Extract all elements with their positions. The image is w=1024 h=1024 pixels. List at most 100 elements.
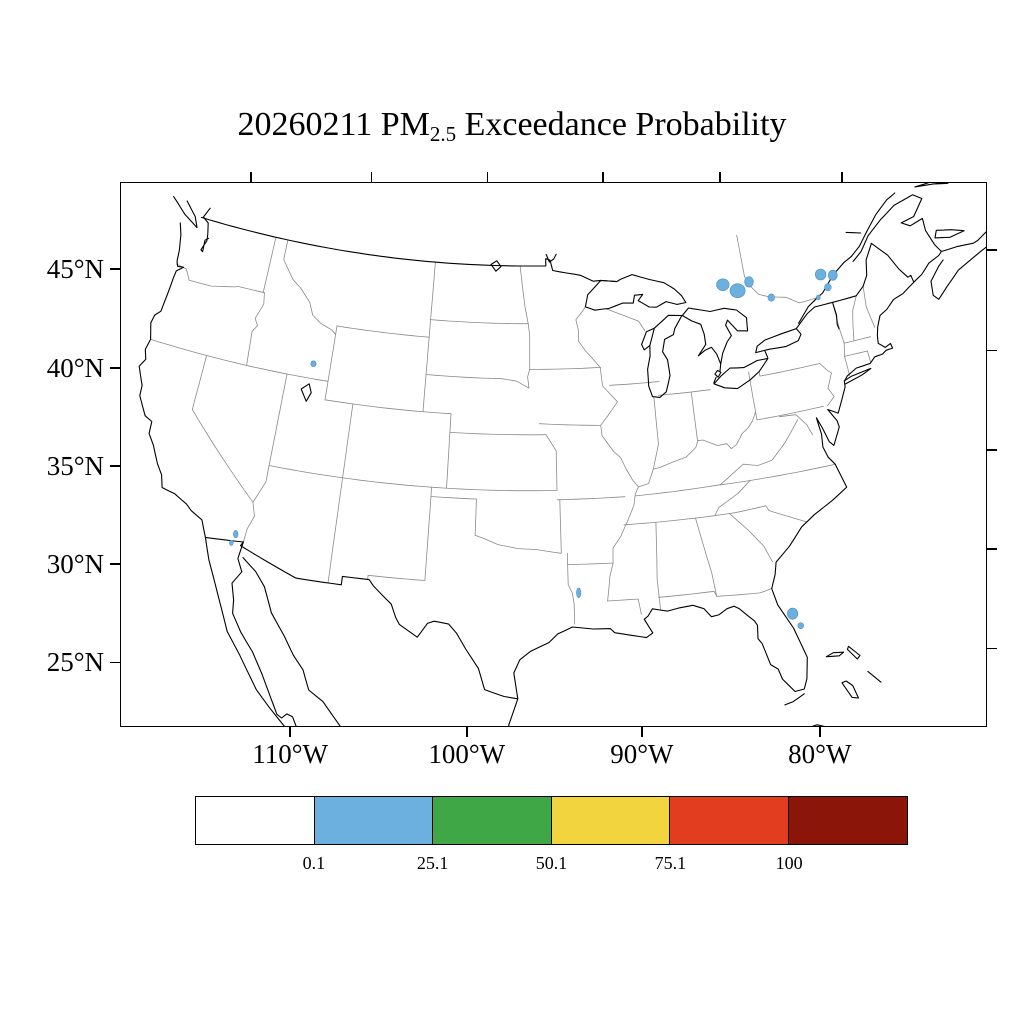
- coastline-33: [852, 194, 942, 262]
- exceedance-patch-ontario-temiskaming: [744, 276, 754, 288]
- state-border-48: [575, 306, 639, 602]
- lat-tick-right: [986, 548, 997, 550]
- lon-tick-top: [719, 172, 721, 182]
- exceedance-patch-florida-treasure-coast: [797, 622, 804, 630]
- exceedance-patch-ontario-sudbury: [716, 278, 730, 291]
- exceedance-patch-quebec-east: [827, 269, 838, 281]
- lat-tick-label: 30°N: [46, 548, 104, 579]
- state-border-54: [844, 350, 868, 357]
- lat-tick-left: [110, 367, 120, 369]
- coastline-36: [914, 183, 949, 188]
- coastline-4: [764, 350, 769, 359]
- state-border-56: [844, 355, 850, 376]
- exceedance-patch-california-imperial-south: [229, 539, 234, 546]
- coastline-0: [138, 222, 915, 700]
- state-border-1: [262, 236, 277, 293]
- coastline-7: [173, 196, 198, 229]
- state-border-31: [657, 389, 711, 396]
- coastline-21: [584, 274, 687, 311]
- colorbar-label-100: 100: [775, 853, 803, 873]
- state-border-2: [246, 292, 265, 366]
- state-border-9: [324, 325, 338, 401]
- exceedance-patch-louisiana-central: [576, 587, 582, 598]
- state-border-19: [529, 366, 602, 370]
- state-border-20: [538, 423, 601, 426]
- state-border-17: [449, 431, 547, 436]
- state-border-32: [748, 371, 758, 421]
- coastline-24: [681, 307, 749, 365]
- lon-tick-bottom: [641, 726, 643, 737]
- figure-title-subscript: 2.5: [429, 121, 457, 146]
- figure-title: 20260211 PM2.5 Exceedance Probability: [0, 106, 1024, 147]
- coastlines-and-national-borders: [138, 183, 986, 726]
- lat-tick-label: 40°N: [46, 352, 104, 383]
- map-canvas: [138, 183, 986, 726]
- colorbar-cell-0: [195, 796, 316, 845]
- state-border-33: [758, 363, 832, 377]
- lat-tick-right: [986, 249, 997, 252]
- lat-tick-left: [110, 465, 120, 467]
- coastline-22: [647, 314, 683, 398]
- coastline-28: [300, 383, 312, 402]
- coastline-2: [200, 216, 618, 283]
- lon-tick-bottom: [289, 726, 291, 737]
- lat-tick-label: 35°N: [46, 450, 104, 481]
- coastline-1: [843, 367, 872, 385]
- colorbar-label-75.1: 75.1: [654, 853, 687, 873]
- coastline-31: [930, 231, 986, 300]
- coastline-20: [490, 260, 502, 272]
- coastline-8: [186, 200, 198, 229]
- exceedance-patch-ontario-algonquin: [767, 293, 775, 302]
- coastline-14: [825, 651, 845, 658]
- lon-tick-top: [486, 172, 489, 182]
- map-frame: [120, 182, 987, 727]
- colorbar-label-25.1: 25.1: [416, 853, 449, 873]
- exceedance-patch-california-imperial-north: [233, 530, 239, 539]
- exceedance-patch-florida-cape-canaveral: [787, 607, 799, 620]
- state-border-29: [652, 396, 659, 470]
- lat-tick-left: [110, 661, 120, 664]
- state-border-13: [283, 239, 337, 335]
- lon-tick-top: [841, 172, 843, 182]
- colorbar-cell-2: [432, 796, 553, 845]
- colorbar-label-0.1: 0.1: [302, 853, 326, 873]
- state-border-50: [607, 309, 646, 332]
- state-border-16: [527, 368, 531, 389]
- state-border-8: [324, 399, 452, 415]
- coastline-30: [913, 250, 942, 283]
- lon-tick-top: [370, 172, 373, 182]
- state-border-44: [695, 517, 718, 597]
- state-border-35: [827, 372, 835, 407]
- state-border-42: [733, 505, 807, 523]
- figure-title-suffix: Exceedance Probability: [456, 106, 787, 143]
- state-border-23: [559, 499, 562, 554]
- coastline-16: [841, 680, 860, 699]
- state-border-36: [778, 414, 814, 436]
- coastline-13: [811, 724, 825, 726]
- state-border-53: [843, 336, 871, 344]
- exceedance-patch-quebec-mauricie: [814, 268, 827, 281]
- state-border-43: [729, 513, 773, 563]
- state-border-41: [623, 512, 734, 526]
- state-border-3: [150, 338, 329, 382]
- state-border-12: [446, 413, 452, 489]
- state-border-39: [720, 463, 837, 486]
- state-border-14: [430, 319, 529, 325]
- state-border-34: [756, 405, 824, 421]
- exceedance-probability-patches: [229, 268, 838, 630]
- state-border-10: [336, 325, 430, 338]
- colorbar-cell-5: [787, 796, 908, 845]
- figure-title-prefix: 20260211 PM: [237, 106, 430, 143]
- coastline-6: [719, 363, 722, 372]
- colorbar-cell-1: [313, 796, 434, 845]
- state-border-58: [862, 285, 876, 328]
- state-borders: [150, 234, 876, 625]
- coastline-26: [755, 328, 802, 354]
- state-border-21: [545, 434, 558, 491]
- coastline-3: [798, 255, 852, 324]
- lat-tick-label: 45°N: [46, 254, 104, 285]
- exceedance-patch-idaho-utah-border: [310, 360, 317, 367]
- lon-tick-label: 90°W: [610, 739, 674, 769]
- colorbar-label-50.1: 50.1: [535, 853, 568, 873]
- coastline-17: [867, 670, 882, 683]
